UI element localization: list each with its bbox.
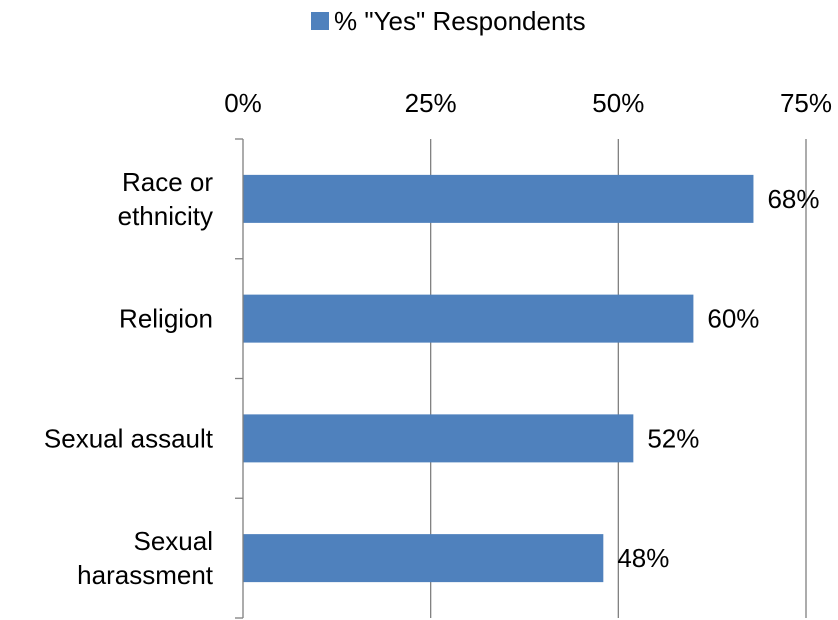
y-axis — [235, 138, 244, 619]
legend: % "Yes" Respondents — [311, 6, 586, 36]
data-label: 48% — [617, 543, 669, 573]
data-labels: 68% 60% 52% 48% — [617, 184, 819, 573]
bar — [243, 414, 634, 463]
data-label: 52% — [647, 423, 699, 453]
category-label-line: Sexual — [134, 526, 214, 556]
category-label: Sexual assault — [44, 423, 214, 453]
bar — [243, 174, 754, 223]
x-axis-tick-labels: 0% 25% 50% 75% — [224, 88, 832, 118]
bars — [243, 174, 754, 583]
x-tick-label: 25% — [405, 88, 457, 118]
category-label-line: ethnicity — [118, 201, 213, 231]
x-tick-label: 0% — [224, 88, 262, 118]
data-label: 68% — [767, 184, 819, 214]
category-label-line: Race or — [122, 167, 213, 197]
bar — [243, 534, 604, 583]
category-label-line: harassment — [77, 560, 214, 590]
x-tick-label: 75% — [780, 88, 832, 118]
x-tick-label: 50% — [592, 88, 644, 118]
data-label: 60% — [707, 304, 759, 334]
category-label: Religion — [119, 304, 213, 334]
category-label: Sexual harassment — [77, 526, 214, 590]
category-label-line: Sexual assault — [44, 423, 214, 453]
category-label: Race or ethnicity — [118, 167, 214, 231]
legend-label: % "Yes" Respondents — [334, 6, 586, 36]
category-labels: Race or ethnicity Religion Sexual assault Se… — [44, 167, 214, 590]
bar — [243, 294, 694, 343]
legend-swatch — [311, 12, 329, 30]
category-label-line: Religion — [119, 304, 213, 334]
